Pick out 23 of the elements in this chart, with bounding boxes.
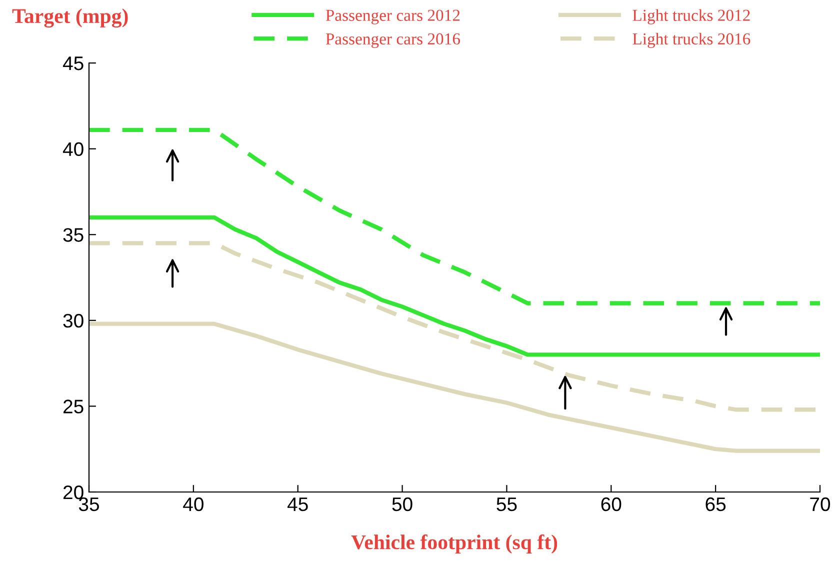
x-tick-label: 65: [706, 497, 726, 512]
line-series: [89, 215, 820, 357]
line-series: [89, 128, 820, 306]
legend-label: Light trucks 2012: [632, 9, 750, 24]
y-tick-label: 30: [63, 314, 84, 328]
x-axis-title: Vehicle footprint (sq ft): [351, 534, 558, 554]
x-tick-label: 45: [287, 498, 308, 512]
legend-label: Passenger cars 2016: [326, 33, 460, 48]
x-tick-label: 40: [183, 497, 204, 512]
line-series: [89, 322, 820, 453]
x-tick-label: 55: [496, 498, 517, 512]
y-tick-label: 45: [62, 56, 84, 70]
legend-label: Light trucks 2016: [632, 32, 750, 48]
x-tick-label: 35: [78, 497, 99, 512]
y-axis-title: Target (mpg): [12, 8, 128, 28]
legend-label: Passenger cars 2012: [326, 10, 460, 24]
y-tick-label: 35: [63, 228, 84, 242]
x-tick-label: 60: [601, 497, 622, 512]
x-tick-label: 50: [392, 497, 412, 512]
y-tick-label: 40: [62, 142, 84, 156]
y-tick-label: 20: [63, 485, 84, 500]
y-tick-label: 25: [63, 400, 84, 414]
x-tick-label: 70: [810, 497, 830, 512]
